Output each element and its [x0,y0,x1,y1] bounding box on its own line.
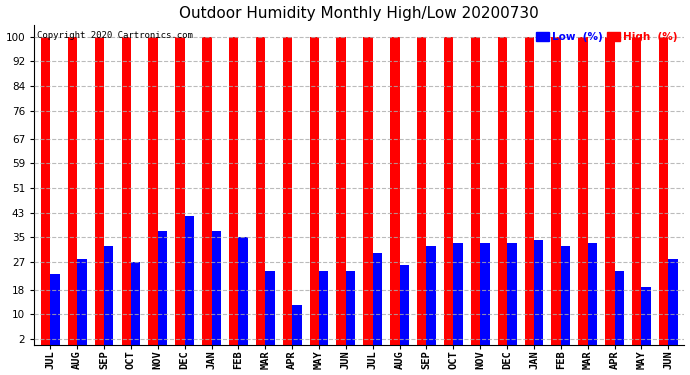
Legend: Low  (%), High  (%): Low (%), High (%) [534,30,679,44]
Bar [319,271,328,345]
Bar [373,253,382,345]
Bar [229,37,239,345]
Bar [471,37,480,345]
Bar [507,243,517,345]
Bar [632,37,642,345]
Bar [104,246,113,345]
Bar [212,231,221,345]
Bar [68,37,77,345]
Bar [615,271,624,345]
Bar [659,37,669,345]
Bar [346,271,355,345]
Bar [578,37,588,345]
Bar [551,37,561,345]
Bar [453,243,463,345]
Bar [283,37,292,345]
Bar [121,37,131,345]
Bar [391,37,400,345]
Bar [175,37,185,345]
Title: Outdoor Humidity Monthly High/Low 20200730: Outdoor Humidity Monthly High/Low 202007… [179,6,539,21]
Bar [534,240,544,345]
Bar [77,259,87,345]
Bar [605,37,615,345]
Bar [588,243,597,345]
Text: Copyright 2020 Cartronics.com: Copyright 2020 Cartronics.com [37,31,193,40]
Bar [158,231,167,345]
Bar [524,37,534,345]
Bar [185,216,194,345]
Bar [669,259,678,345]
Bar [239,237,248,345]
Bar [292,305,302,345]
Bar [642,286,651,345]
Bar [497,37,507,345]
Bar [417,37,426,345]
Bar [95,37,104,345]
Bar [265,271,275,345]
Bar [50,274,60,345]
Bar [41,37,50,345]
Bar [480,243,490,345]
Bar [310,37,319,345]
Bar [337,37,346,345]
Bar [561,246,570,345]
Bar [426,246,436,345]
Bar [256,37,265,345]
Bar [400,265,409,345]
Bar [202,37,212,345]
Bar [131,262,140,345]
Bar [364,37,373,345]
Bar [444,37,453,345]
Bar [148,37,158,345]
